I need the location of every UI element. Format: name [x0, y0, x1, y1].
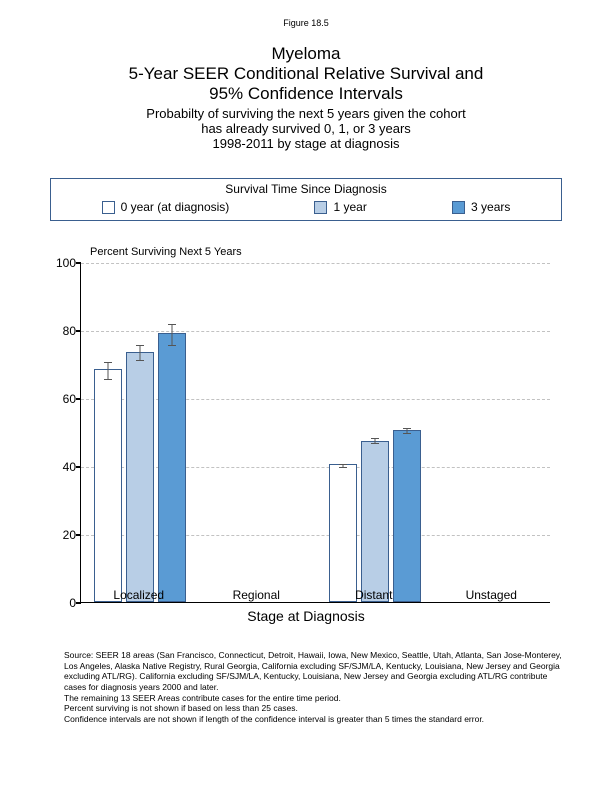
error-bar-cap	[403, 433, 411, 434]
y-axis-title: Percent Surviving Next 5 Years	[90, 246, 242, 258]
y-tick	[76, 398, 81, 399]
title-line-3: 95% Confidence Intervals	[0, 84, 612, 104]
error-bar-cap	[339, 467, 347, 468]
subtitle-line-3: 1998-2011 by stage at diagnosis	[0, 136, 612, 151]
error-bar-cap	[403, 428, 411, 429]
footnote-3: Percent surviving is not shown if based …	[64, 703, 564, 714]
title-block: Myeloma 5-Year SEER Conditional Relative…	[0, 44, 612, 151]
legend-item-3yr: 3 years	[452, 200, 510, 214]
error-bar-cap	[136, 360, 144, 361]
legend-title: Survival Time Since Diagnosis	[51, 182, 561, 196]
chart-area: Percent Surviving Next 5 Years Stage at …	[50, 243, 562, 633]
title-line-2: 5-Year SEER Conditional Relative Surviva…	[0, 64, 612, 84]
x-tick-label: Localized	[113, 588, 164, 602]
error-bar-cap	[339, 464, 347, 465]
legend-label-0yr: 0 year (at diagnosis)	[121, 200, 230, 214]
y-tick-label: 100	[50, 256, 76, 270]
bar	[94, 369, 122, 602]
y-tick	[76, 602, 81, 603]
legend-item-1yr: 1 year	[314, 200, 366, 214]
footnote-4: Confidence intervals are not shown if le…	[64, 714, 564, 725]
y-tick	[76, 330, 81, 331]
legend-label-3yr: 3 years	[471, 200, 510, 214]
error-bar-cap	[104, 362, 112, 363]
bar	[126, 352, 154, 602]
footnote-1: Source: SEER 18 areas (San Francisco, Co…	[64, 650, 564, 693]
legend-swatch-3yr	[452, 201, 465, 214]
error-bar-cap	[168, 324, 176, 325]
bar	[329, 464, 357, 602]
error-bar-cap	[136, 345, 144, 346]
error-bar-cap	[371, 443, 379, 444]
title-line-1: Myeloma	[0, 44, 612, 64]
y-tick-label: 40	[50, 460, 76, 474]
footnote-2: The remaining 13 SEER Areas contribute c…	[64, 693, 564, 704]
plot-area	[80, 263, 550, 603]
legend-label-1yr: 1 year	[333, 200, 366, 214]
y-tick	[76, 262, 81, 263]
x-tick-label: Unstaged	[466, 588, 517, 602]
bar	[361, 441, 389, 603]
y-tick-label: 60	[50, 392, 76, 406]
x-tick-label: Regional	[233, 588, 280, 602]
legend-swatch-0yr	[102, 201, 115, 214]
x-axis-title: Stage at Diagnosis	[50, 608, 562, 624]
error-bar-cap	[104, 379, 112, 380]
gridline	[81, 331, 550, 332]
subtitle-line-2: has already survived 0, 1, or 3 years	[0, 121, 612, 136]
error-bar-line	[139, 345, 140, 360]
legend-item-0yr: 0 year (at diagnosis)	[102, 200, 230, 214]
legend-swatch-1yr	[314, 201, 327, 214]
error-bar-cap	[371, 438, 379, 439]
y-tick	[76, 466, 81, 467]
y-tick-label: 80	[50, 324, 76, 338]
bar	[158, 333, 186, 602]
bar	[393, 430, 421, 602]
y-tick-label: 20	[50, 528, 76, 542]
legend-box: Survival Time Since Diagnosis 0 year (at…	[50, 178, 562, 221]
error-bar-line	[171, 324, 172, 344]
error-bar-line	[107, 362, 108, 379]
legend-row: 0 year (at diagnosis) 1 year 3 years	[51, 200, 561, 214]
y-tick	[76, 534, 81, 535]
y-tick-label: 0	[50, 596, 76, 610]
footnotes: Source: SEER 18 areas (San Francisco, Co…	[64, 650, 564, 724]
gridline	[81, 263, 550, 264]
subtitle-line-1: Probabilty of surviving the next 5 years…	[0, 106, 612, 121]
error-bar-cap	[168, 345, 176, 346]
x-tick-label: Distant	[355, 588, 392, 602]
figure-number: Figure 18.5	[0, 18, 612, 28]
